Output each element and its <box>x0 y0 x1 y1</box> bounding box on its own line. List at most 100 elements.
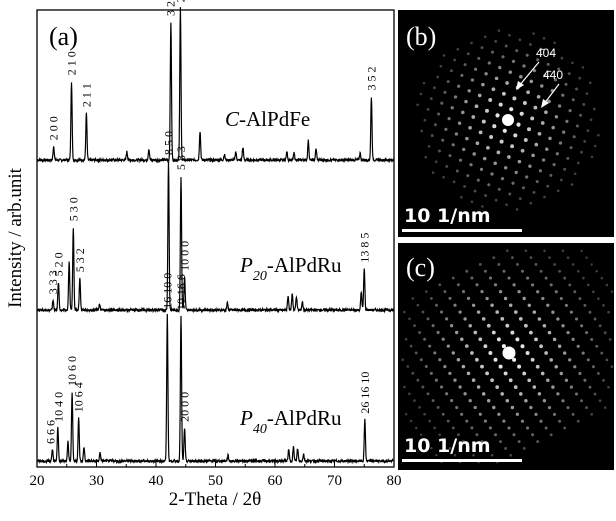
diffraction-spot <box>446 344 450 348</box>
diffraction-spot <box>559 371 563 376</box>
diffraction-spot <box>505 398 510 403</box>
diffraction-spot <box>554 290 558 294</box>
diffraction-spot <box>416 103 419 107</box>
diffraction-spot <box>424 155 428 159</box>
diffraction-spot <box>501 344 506 349</box>
panel-c-scale-text: 10 1/nm <box>404 435 491 457</box>
diffraction-spot <box>580 399 583 403</box>
diffraction-spot <box>518 317 523 321</box>
diffraction-spot <box>433 86 436 90</box>
diffraction-spot <box>441 412 445 416</box>
diffraction-spot <box>517 364 522 369</box>
diffraction-spot <box>539 344 543 349</box>
diffraction-spot <box>419 358 423 362</box>
diffraction-spot <box>441 138 445 142</box>
diffraction-spot <box>510 405 515 410</box>
diffraction-spot <box>576 344 580 348</box>
diffraction-spot <box>442 175 445 179</box>
diffraction-spot <box>549 173 553 177</box>
diffraction-spot <box>449 69 453 73</box>
diffraction-spot <box>586 358 590 362</box>
diffraction-panel-c: (c) 10 1/nm <box>398 243 614 470</box>
diffraction-spot <box>534 412 538 417</box>
diffraction-spot <box>564 303 568 307</box>
diffraction-spot <box>494 198 498 202</box>
diffraction-spot <box>561 399 565 403</box>
diffraction-spot <box>547 330 552 335</box>
diffraction-spot <box>527 127 531 132</box>
diffraction-spot <box>516 122 521 127</box>
diffraction-spot <box>477 56 481 60</box>
diffraction-spot <box>445 392 449 396</box>
diffraction-spot <box>533 105 538 110</box>
peak-label-2-4: 5 3 2 <box>73 248 87 272</box>
diffraction-spot <box>439 64 443 68</box>
panel-b-scale-text: 10 1/nm <box>404 205 491 227</box>
diffraction-spot <box>472 453 475 457</box>
diffraction-spot <box>497 262 501 266</box>
peak-label-3-2: 10 4 0 <box>51 392 65 422</box>
diffraction-spot <box>498 290 503 294</box>
diffraction-spot <box>461 364 466 369</box>
diffraction-spot <box>426 107 430 111</box>
diffraction-spot <box>510 144 515 149</box>
diffraction-spot <box>439 310 444 314</box>
diffraction-spot <box>505 81 509 85</box>
diffraction-spot <box>522 446 526 450</box>
panel-b-scale-bar <box>402 229 522 232</box>
diffraction-spot <box>549 433 553 437</box>
diffraction-spot <box>542 399 547 403</box>
diffraction-spot <box>419 92 423 96</box>
diffraction-spot <box>558 419 562 423</box>
diffraction-spot <box>529 256 533 259</box>
diffraction-spot <box>557 67 561 71</box>
diffraction-spot <box>485 108 489 113</box>
diffraction-spot <box>605 283 609 287</box>
diffraction-spot <box>419 433 423 436</box>
diffraction-spot <box>595 270 599 273</box>
peak-label-1-4: 3 2 0 <box>163 0 177 16</box>
diffraction-spot <box>567 72 571 76</box>
diffraction-spot <box>573 172 577 176</box>
diffraction-spot <box>563 276 567 280</box>
diffraction-spot <box>576 161 580 165</box>
diffraction-spot <box>404 337 408 341</box>
diffraction-spot <box>453 453 457 457</box>
diffraction-spot <box>554 115 559 119</box>
diffraction-spot <box>492 124 497 129</box>
diffraction-spot <box>493 283 498 287</box>
diffraction-spot <box>505 323 510 328</box>
peak-label-2-5: 8 5 0 <box>162 131 176 155</box>
peak-label-1-1: 2 0 0 <box>47 116 61 140</box>
diffraction-spot <box>471 303 476 307</box>
diffraction-spot <box>571 61 574 65</box>
diffraction-spot <box>514 170 518 175</box>
diffraction-spot <box>483 35 487 39</box>
diffraction-spot <box>470 41 473 45</box>
diffraction-spot <box>420 129 424 133</box>
diffraction-spot <box>505 249 509 253</box>
diffraction-spot <box>430 447 433 450</box>
diffraction-spot <box>442 54 446 57</box>
diffraction-spot <box>473 330 478 335</box>
diffraction-spot <box>562 130 566 134</box>
central-beam-spot <box>502 114 514 126</box>
diffraction-spot <box>403 385 406 389</box>
diffraction-spot <box>458 158 463 162</box>
diffraction-spot <box>570 183 574 186</box>
diffraction-spot <box>468 399 472 403</box>
diffraction-spot <box>431 171 435 174</box>
diffraction-spot <box>507 426 511 430</box>
diffraction-spot <box>487 183 491 187</box>
diffraction-spot <box>403 310 406 314</box>
diffraction-spot <box>491 330 496 335</box>
diffraction-spot <box>476 310 481 314</box>
diffraction-spot <box>494 39 498 43</box>
diffraction-spot <box>569 146 573 150</box>
diffraction-spot <box>591 365 595 369</box>
diffraction-spot <box>582 102 586 106</box>
diffraction-spot <box>414 351 418 355</box>
peak-label-3-3: 10 6 0 <box>65 356 79 386</box>
diffraction-spot <box>401 358 405 362</box>
